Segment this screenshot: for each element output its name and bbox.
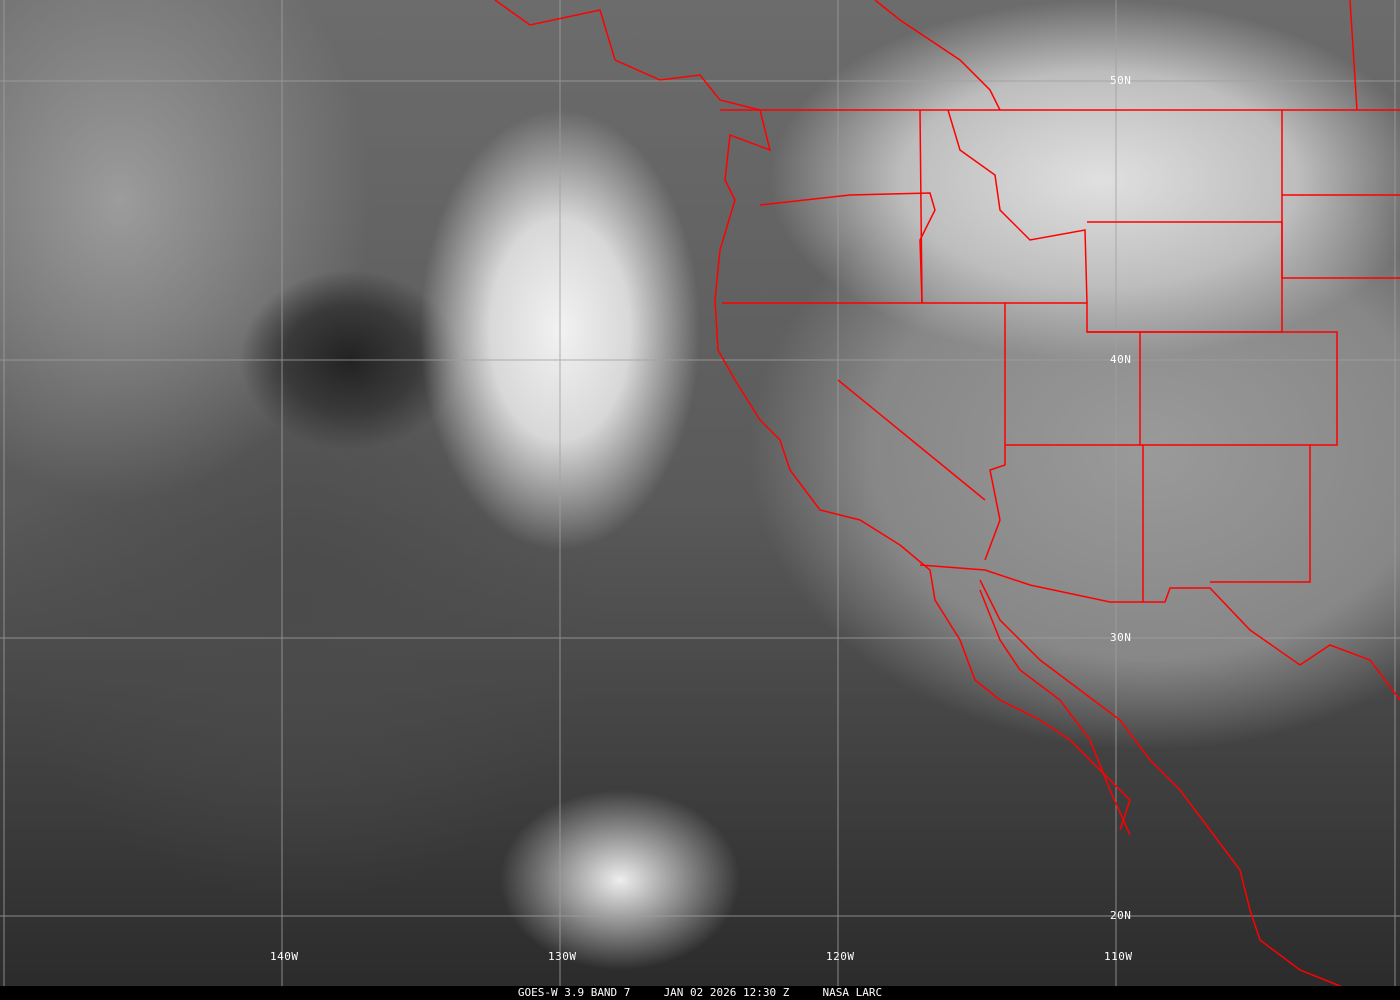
lon-label-110w: 110W [1104,950,1133,963]
image-caption-bar: GOES-W 3.9 BAND 7 JAN 02 2026 12:30 Z NA… [0,986,1400,1000]
baja-gulf-coast [979,589,1131,836]
california-nevada-diagonal [837,379,986,501]
idaho-border [919,109,923,304]
west-coastline [494,0,1131,831]
idaho-east-border [947,109,1088,304]
lon-label-130w: 130W [548,950,577,963]
mainland-mexico-coast [979,579,1351,991]
canada-bc-border [874,0,1001,111]
california-border [722,302,1006,561]
lat-label-40n: 40N [1110,353,1132,366]
political-borders [494,0,1400,991]
utah-border [1005,302,1141,446]
us-mexico-border [919,564,1400,701]
oregon-border [759,192,936,304]
caption-datetime: JAN 02 2026 12:30 Z [663,986,790,999]
new-mexico-border [1210,445,1311,583]
lon-label-140w: 140W [270,950,299,963]
lat-label-30n: 30N [1110,631,1132,644]
lat-label-20n: 20N [1110,909,1132,922]
canada-provinces [1349,0,1358,111]
lat-label-50n: 50N [1110,74,1132,87]
colorado-border [1140,331,1338,446]
caption-satellite: GOES-W 3.9 BAND 7 [517,986,631,999]
lon-label-120w: 120W [826,950,855,963]
montana-border [1281,110,1400,279]
caption-source: NASA LARC [822,986,883,999]
